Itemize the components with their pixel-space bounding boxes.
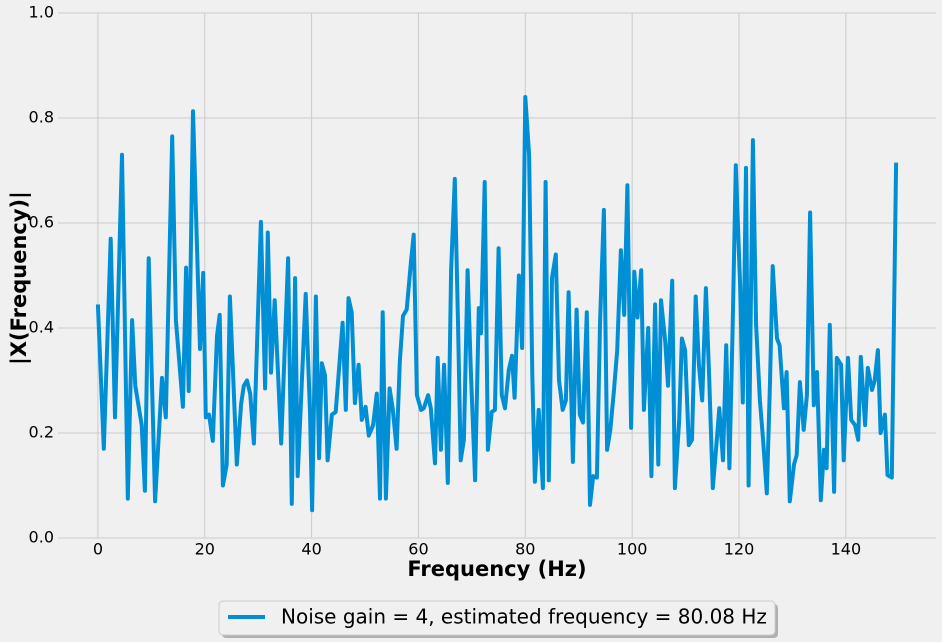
y-axis-label: |X(Frequency)| [7,191,32,365]
x-tick-label: 120 [724,540,755,559]
y-tick-label: 0.2 [29,423,54,442]
y-tick-label: 1.0 [29,3,54,22]
x-axis-label: Frequency (Hz) [407,557,586,581]
x-tick-label: 100 [617,540,648,559]
x-tick-label: 40 [301,540,321,559]
y-tick-label: 0.8 [29,108,54,127]
line [95,95,899,513]
x-tick-label: 60 [408,540,428,559]
x-tick-label: 20 [195,540,215,559]
legend: Noise gain = 4, estimated frequency = 80… [218,600,778,638]
x-tick-label: 0 [93,540,103,559]
legend-label: Noise gain = 4, estimated frequency = 80… [281,605,767,629]
legend-box [218,600,776,636]
y-tick-label: 0.4 [29,318,54,337]
x-tick-label: 80 [515,540,535,559]
y-tick-label: 0.6 [29,213,54,232]
x-tick-label: 140 [831,540,862,559]
y-tick-label: 0.0 [29,528,54,547]
